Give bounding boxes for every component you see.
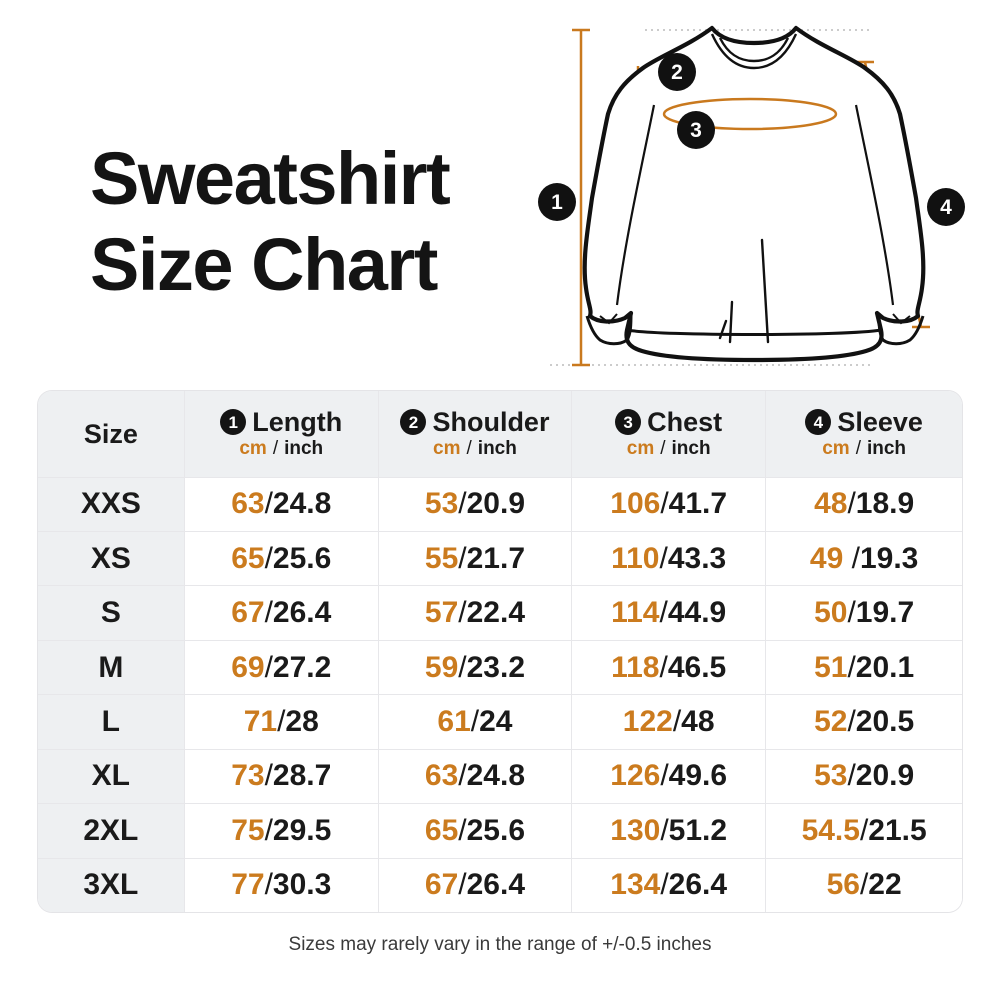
svg-text:3: 3 xyxy=(690,119,702,142)
svg-text:4: 4 xyxy=(940,196,952,219)
svg-text:2: 2 xyxy=(671,61,683,84)
svg-text:1: 1 xyxy=(551,191,563,214)
